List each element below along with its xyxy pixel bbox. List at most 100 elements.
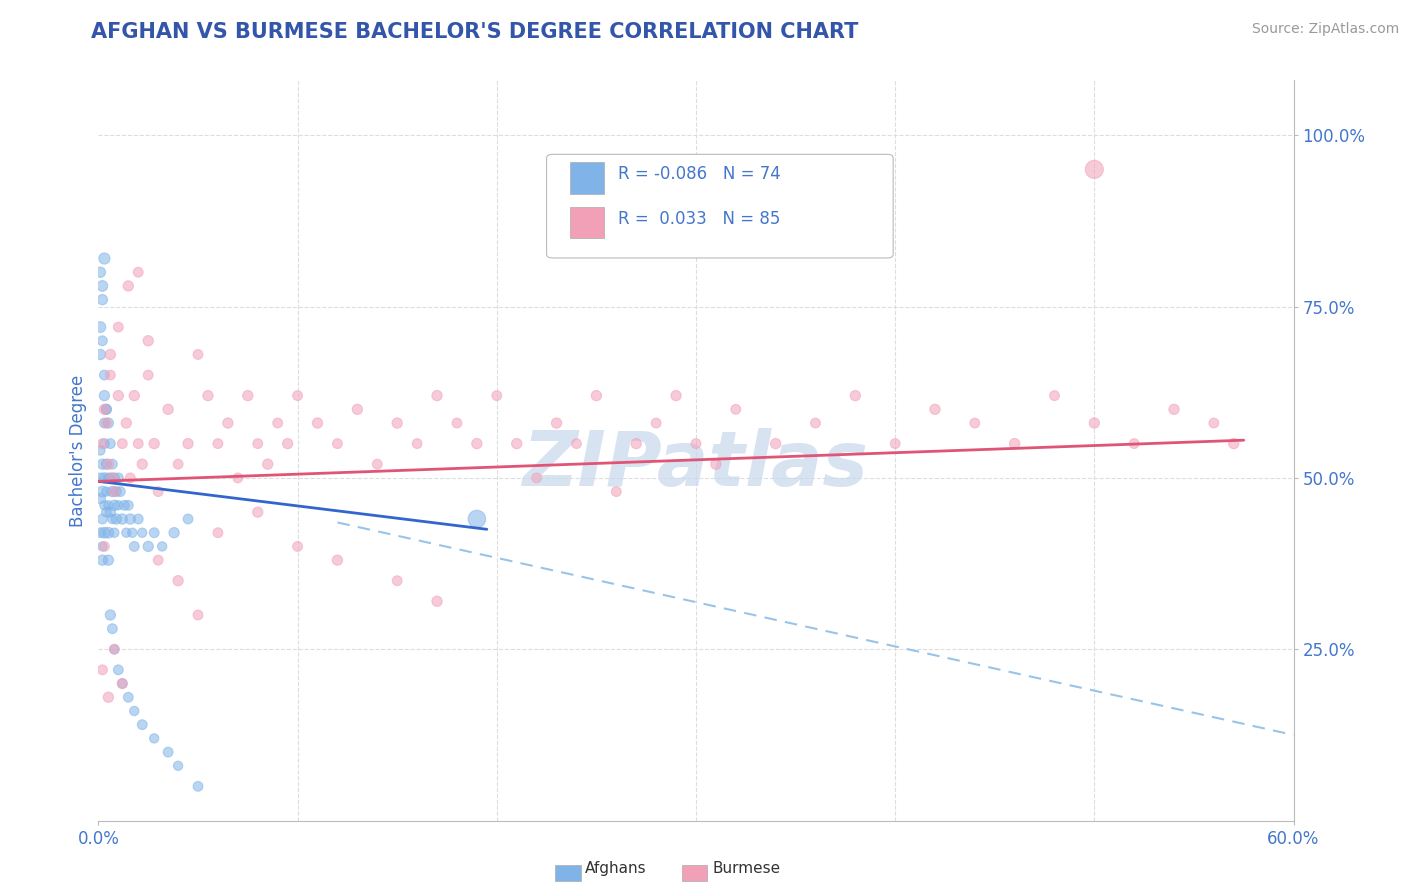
Point: [287, 389, 309, 403]
Point: [103, 484, 125, 499]
Point: [93, 540, 115, 554]
Point: [93, 416, 115, 430]
Point: [131, 717, 153, 731]
Point: [157, 402, 180, 417]
Point: [107, 498, 129, 512]
Point: [120, 471, 142, 485]
Point: [93, 389, 115, 403]
Point: [446, 416, 468, 430]
Point: [107, 663, 129, 677]
Point: [143, 731, 166, 746]
Text: R = -0.086   N = 74: R = -0.086 N = 74: [619, 165, 782, 183]
Point: [1223, 436, 1246, 450]
Point: [724, 402, 747, 417]
Point: [101, 484, 124, 499]
Point: [465, 512, 488, 526]
Point: [131, 525, 153, 540]
Point: [93, 436, 115, 450]
Point: [93, 498, 115, 512]
Point: [96, 416, 118, 430]
Point: [103, 498, 125, 512]
Point: [506, 436, 529, 450]
Point: [91, 512, 114, 526]
Point: [107, 389, 129, 403]
Point: [1083, 162, 1105, 177]
Point: [91, 553, 114, 567]
Point: [91, 334, 114, 348]
Point: [111, 512, 134, 526]
Point: [93, 402, 115, 417]
Point: [157, 745, 180, 759]
Point: [103, 642, 125, 657]
Point: [1043, 389, 1066, 403]
Point: [107, 320, 129, 334]
Point: [97, 690, 120, 705]
Point: [89, 347, 111, 361]
Point: [110, 484, 132, 499]
Point: [685, 436, 707, 450]
Point: [307, 416, 329, 430]
Point: [143, 436, 166, 450]
Point: [107, 471, 129, 485]
Point: [112, 498, 135, 512]
Point: [124, 540, 146, 554]
Point: [187, 347, 209, 361]
Point: [1163, 402, 1185, 417]
Point: [89, 320, 111, 334]
Text: AFGHAN VS BURMESE BACHELOR'S DEGREE CORRELATION CHART: AFGHAN VS BURMESE BACHELOR'S DEGREE CORR…: [91, 22, 859, 42]
Point: [207, 436, 229, 450]
Point: [96, 402, 118, 417]
Point: [96, 402, 118, 417]
Point: [143, 525, 166, 540]
Point: [346, 402, 368, 417]
Point: [111, 676, 134, 690]
Point: [167, 457, 190, 471]
Point: [121, 525, 143, 540]
Point: [103, 525, 125, 540]
Point: [665, 389, 688, 403]
Point: [844, 389, 866, 403]
Point: [93, 368, 115, 382]
Point: [91, 457, 114, 471]
Point: [267, 416, 290, 430]
Point: [127, 436, 149, 450]
Point: [124, 389, 146, 403]
Point: [236, 389, 259, 403]
Point: [465, 436, 488, 450]
Point: [366, 457, 388, 471]
Point: [167, 574, 190, 588]
Point: [1202, 416, 1225, 430]
Point: [98, 347, 122, 361]
Point: [385, 574, 409, 588]
Point: [96, 457, 118, 471]
Point: [97, 498, 120, 512]
Point: [97, 416, 120, 430]
Point: [605, 484, 627, 499]
Point: [105, 512, 128, 526]
Point: [136, 368, 159, 382]
Point: [127, 265, 149, 279]
Point: [645, 416, 668, 430]
Point: [924, 402, 946, 417]
Point: [120, 512, 142, 526]
Point: [91, 436, 114, 450]
Point: [526, 471, 548, 485]
Point: [197, 389, 219, 403]
Point: [96, 505, 118, 519]
Point: [127, 512, 149, 526]
Point: [426, 389, 449, 403]
Point: [765, 436, 787, 450]
Point: [406, 436, 429, 450]
Point: [131, 457, 153, 471]
Point: [256, 457, 278, 471]
Point: [115, 416, 138, 430]
Point: [89, 471, 111, 485]
Point: [98, 471, 122, 485]
Point: [136, 540, 159, 554]
Point: [117, 690, 139, 705]
Point: [1004, 436, 1026, 450]
FancyBboxPatch shape: [547, 154, 893, 258]
Point: [150, 540, 173, 554]
Point: [1083, 416, 1105, 430]
Point: [89, 265, 111, 279]
